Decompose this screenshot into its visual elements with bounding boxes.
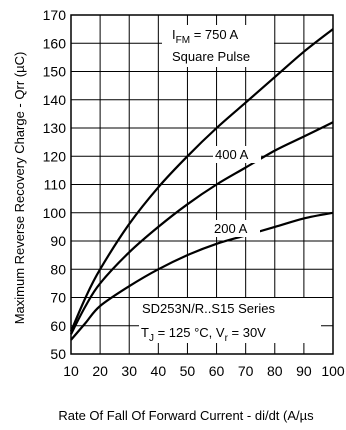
y-tick-label: 110 <box>44 177 67 193</box>
curve-label-200: 200 A <box>214 221 248 236</box>
label-bg-400 <box>213 146 261 163</box>
x-tick-label: 60 <box>209 363 225 379</box>
y-tick-label: 70 <box>50 290 66 306</box>
curve-label-750-sub: FM <box>176 35 190 46</box>
x-tick-label: 90 <box>296 363 312 379</box>
plot-border <box>70 14 334 355</box>
y-tick-label: 80 <box>50 261 66 277</box>
y-tick-label: 170 <box>43 7 67 23</box>
y-tick-label: 90 <box>50 233 66 249</box>
plot-frame <box>70 14 334 355</box>
y-tick-labels: 50 60 70 80 90 100 110 120 130 140 150 160 170 <box>43 7 67 362</box>
curve-label-750-prefix: I <box>172 27 176 42</box>
y-tick-label: 120 <box>43 148 67 164</box>
curve-label-750-suffix: = 750 A <box>190 27 238 42</box>
y-tick-label: 60 <box>50 318 66 334</box>
x-tick-labels: 10 20 30 40 50 60 70 80 90 100 <box>63 363 345 379</box>
x-tick-label: 50 <box>180 363 196 379</box>
x-tick-label: 10 <box>63 363 79 379</box>
y-tick-label: 100 <box>43 205 67 221</box>
series-line-400-a <box>70 121 334 335</box>
series-line-200-a <box>70 211 334 341</box>
x-axis-title: Rate Of Fall Of Forward Current - di/dt … <box>58 408 314 423</box>
x-tick-label: 100 <box>321 363 345 379</box>
conditions-t-prefix: T <box>141 325 149 340</box>
pulse-label: Square Pulse <box>172 49 250 64</box>
label-bg-200 <box>212 220 260 237</box>
y-tick-label: 140 <box>43 92 67 108</box>
label-bg-750 <box>162 25 274 67</box>
label-bg-conditions <box>139 298 321 343</box>
x-tick-label: 80 <box>267 363 283 379</box>
curve-label-750: IFM = 750 A <box>172 27 238 46</box>
y-tick-label: 150 <box>43 64 67 80</box>
conditions-v-sub: r <box>225 333 229 344</box>
x-tick-label: 30 <box>121 363 137 379</box>
y-tick-label: 160 <box>43 35 67 51</box>
y-tick-label: 130 <box>43 120 67 136</box>
y-tick-label: 50 <box>50 346 66 362</box>
conditions-label: TJ = 125 °C, Vr = 30V <box>141 325 266 344</box>
series-line-750-a <box>69 28 334 332</box>
conditions-v-suffix: = 30V <box>228 325 266 340</box>
y-axis-title: Maximum Reverse Recovery Charge - Qrr (µ… <box>12 52 27 325</box>
x-tick-label: 20 <box>92 363 108 379</box>
conditions-t-sub: J <box>149 333 154 344</box>
curves <box>69 28 334 341</box>
series-name-label: SD253N/R..S15 Series <box>142 301 275 316</box>
x-tick-label: 70 <box>238 363 254 379</box>
conditions-t-suffix: = 125 °C, V <box>154 325 225 340</box>
curve-label-400: 400 A <box>215 147 249 162</box>
x-tick-label: 40 <box>151 363 167 379</box>
